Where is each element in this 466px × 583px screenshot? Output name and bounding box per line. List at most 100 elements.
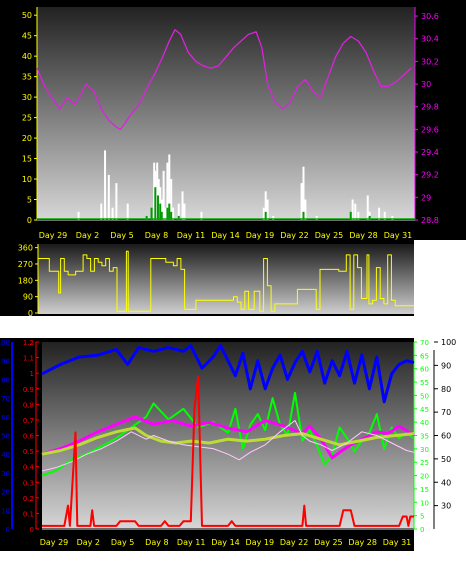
left-tick-label: 5 (27, 196, 32, 205)
left-tick-label: 35 (22, 73, 32, 82)
x-tick-label: Day 28 (349, 231, 378, 240)
green-tick-label: 10 (420, 499, 429, 507)
green-tick-label: 65 (420, 352, 429, 360)
green-tick-label: 35 (420, 433, 429, 441)
white-tick-label: 100 (441, 338, 456, 347)
blue-tick-label: 60 (1, 414, 10, 422)
precip-bar-white (302, 166, 305, 220)
precip-bar-green (159, 203, 162, 220)
precip-bar-white (183, 203, 186, 220)
left-tick-label: 10 (22, 175, 32, 184)
white-tick-label: 40 (441, 478, 451, 487)
x-tick-label: Day 5 (110, 231, 133, 240)
green-tick-label: 70 (420, 339, 429, 347)
precip-bar-white (164, 207, 167, 220)
x-tick-label: Day 14 (211, 538, 240, 547)
precip-bar-white (266, 199, 269, 220)
precip-bar-white (126, 203, 129, 220)
series-line (42, 375, 414, 527)
precip-bar-white (162, 170, 165, 220)
green-tick-label: 25 (420, 459, 429, 467)
green-tick-label: 0 (420, 526, 424, 534)
right-tick-label: 29.6 (421, 125, 439, 134)
white-tick-label: 80 (441, 385, 451, 394)
series-line (41, 344, 415, 404)
x-tick-label: Day 11 (177, 231, 206, 240)
blue-tick-label: 10 (1, 507, 10, 515)
white-tick-label: 70 (441, 408, 451, 417)
precip-bar-white (391, 215, 394, 220)
x-tick-label: Day 25 (314, 538, 343, 547)
red-tick-label: 0.7 (23, 417, 34, 425)
x-tick-label: Day 19 (246, 231, 275, 240)
right-tick-label: 30.2 (421, 57, 439, 66)
precip-bar-white (172, 207, 175, 220)
precip-bar-green (166, 207, 169, 220)
precip-bar-white (160, 199, 163, 220)
green-tick-label: 40 (420, 419, 429, 427)
precip-bar-white (153, 162, 156, 220)
series-line (41, 426, 415, 456)
left-tick-label: 0 (28, 309, 33, 316)
blue-tick-label: 50 (1, 433, 10, 441)
precip-bar-white (168, 154, 171, 220)
multi-series-chart: 010203040506070809010000.10.20.30.40.50.… (0, 338, 466, 551)
green-tick-label: 55 (420, 379, 429, 387)
precip-bar-white (351, 199, 354, 220)
left-tick-label: 50 (22, 11, 32, 20)
precip-bar-white (107, 174, 110, 220)
white-tick-label: 50 (441, 455, 451, 464)
precip-bar-white (77, 211, 80, 220)
right-tick-label: 30.6 (421, 12, 439, 21)
red-tick-label: 0.8 (23, 401, 34, 409)
blue-tick-label: 20 (1, 489, 10, 497)
red-tick-label: 1 (30, 370, 34, 378)
right-tick-label: 28.8 (421, 216, 439, 225)
x-tick-label: Day 14 (211, 231, 240, 240)
red-tick-label: 0.9 (23, 386, 34, 394)
precip-bar-white (262, 207, 265, 220)
precip-bar-green (168, 203, 171, 220)
multi-series-svg: 010203040506070809010000.10.20.30.40.50.… (0, 338, 456, 551)
precip-bar-green (145, 215, 148, 220)
x-tick-label: Day 8 (145, 538, 168, 547)
precip-bar-white (104, 150, 107, 220)
green-tick-label: 20 (420, 473, 429, 481)
x-tick-label: Day 28 (348, 538, 377, 547)
precip-bar-green (177, 215, 180, 220)
precip-bar-white (100, 203, 103, 220)
x-tick-label: Day 2 (77, 538, 100, 547)
precip-bar-white (300, 183, 303, 220)
x-tick-label: Day 31 (383, 538, 412, 547)
x-tick-label: Day 11 (177, 538, 206, 547)
precip-bar-white (111, 207, 114, 220)
red-tick-label: 0.5 (23, 448, 34, 456)
white-tick-label: 60 (441, 432, 451, 441)
red-tick-label: 0 (30, 526, 34, 534)
wind-direction-svg: 0 90 180 270 360 (0, 240, 414, 316)
blue-tick-label: 30 (1, 470, 10, 478)
precip-bar-white (166, 162, 169, 220)
x-tick-label: Day 2 (76, 231, 99, 240)
precip-bar-green (154, 187, 157, 220)
precip-bar-white (181, 191, 184, 220)
right-tick-label: 29.4 (421, 148, 439, 157)
precip-bar-white (156, 162, 159, 220)
precip-bar-green (156, 195, 159, 220)
right-tick-label: 29.2 (421, 171, 439, 180)
green-tick-label: 30 (420, 446, 429, 454)
right-tick-label: 29.8 (421, 103, 439, 112)
left-tick-label: 15 (22, 155, 32, 164)
x-tick-label: Day 22 (280, 538, 309, 547)
blue-tick-label: 80 (1, 376, 10, 384)
precip-bar-white (357, 211, 360, 220)
x-tick-label: Day 8 (145, 231, 168, 240)
left-tick-label: 20 (22, 134, 32, 143)
precip-bar-white (272, 215, 275, 220)
precip-pressure-svg: 0 5 10 15 20 25 30 35 40 45 50 28.8 29 29.2 29.4 29.6 29… (0, 0, 466, 240)
green-tick-label: 60 (420, 366, 429, 374)
red-tick-label: 0.3 (23, 479, 34, 487)
precip-bar-green (302, 211, 305, 220)
precip-bar-green (264, 211, 267, 220)
left-tick-label: 360 (18, 244, 33, 253)
